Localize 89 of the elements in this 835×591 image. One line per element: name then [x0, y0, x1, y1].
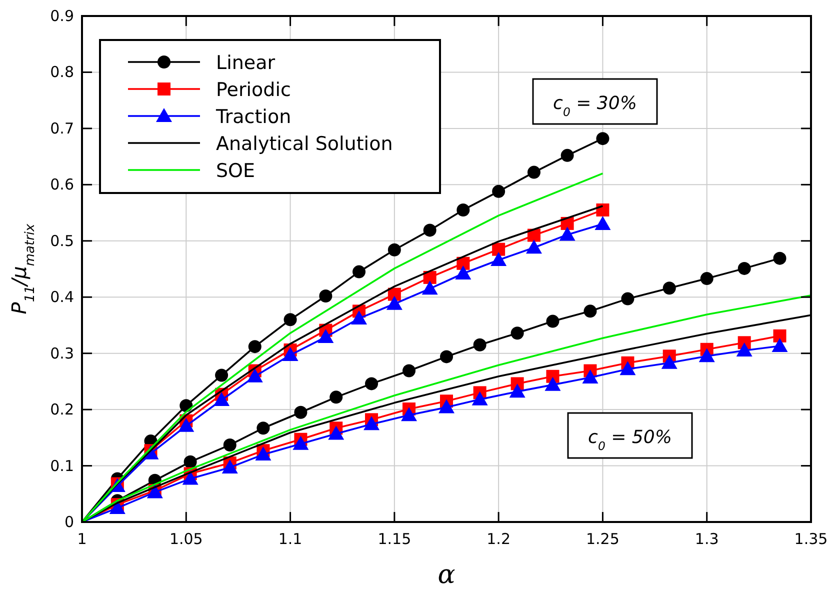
point: [422, 280, 438, 295]
point: [455, 266, 472, 280]
point: [109, 500, 126, 514]
point: [388, 243, 401, 256]
x-tick-label: 1.05: [169, 530, 203, 548]
point: [386, 296, 402, 310]
y-tick-label: 0.2: [50, 400, 74, 419]
point: [438, 399, 454, 414]
y-tick-label: 0.3: [50, 344, 74, 362]
y-tick-label: 0.5: [50, 232, 74, 250]
legend-label: Linear: [216, 52, 276, 74]
y-tick-label: 0.9: [50, 7, 74, 25]
point: [456, 203, 470, 216]
point: [698, 348, 715, 362]
y-tick-label: 0.4: [50, 288, 74, 306]
point: [510, 326, 524, 340]
x-tick-label: 1.35: [794, 530, 828, 548]
point: [214, 392, 230, 406]
point: [423, 224, 436, 237]
point: [472, 391, 488, 406]
point: [738, 262, 751, 275]
x-axis-title: α: [438, 560, 456, 590]
point: [596, 203, 610, 216]
point: [662, 282, 676, 295]
point: [319, 289, 332, 302]
point: [596, 132, 610, 146]
point: [736, 342, 752, 357]
point: [222, 459, 238, 474]
annotation: c$_{0}$ = 50%: [588, 427, 672, 453]
point: [256, 422, 270, 435]
point: [365, 377, 378, 390]
point: [772, 338, 788, 352]
y-tick-label: 0.6: [50, 176, 74, 194]
point: [328, 426, 344, 440]
point: [294, 406, 308, 419]
point: [223, 438, 236, 452]
point: [773, 329, 786, 342]
point: [330, 390, 343, 404]
point: [560, 148, 574, 162]
annotation: c$_{0}$ = 30%: [553, 93, 637, 119]
point: [492, 242, 506, 256]
legend-label: Analytical Solution: [216, 133, 393, 155]
y-tick-label: 0.7: [50, 119, 74, 138]
point: [364, 416, 380, 430]
y-tick-label: 0.8: [50, 63, 74, 82]
point: [246, 368, 263, 382]
point: [661, 354, 678, 369]
point: [440, 350, 453, 364]
point: [473, 338, 486, 352]
point: [509, 384, 526, 398]
point: [401, 407, 418, 422]
point: [215, 368, 228, 382]
point: [773, 252, 786, 265]
point: [621, 292, 634, 306]
point: [527, 166, 540, 179]
point: [255, 446, 272, 461]
legend-label: Periodic: [216, 79, 291, 101]
x-tick-label: 1: [77, 530, 87, 548]
point: [318, 329, 334, 344]
point: [352, 265, 366, 278]
point: [584, 304, 597, 318]
point: [700, 272, 714, 286]
point: [182, 470, 198, 485]
point: [546, 314, 560, 328]
point: [492, 184, 506, 198]
point: [178, 418, 194, 432]
point: [402, 364, 416, 378]
point: [248, 340, 262, 354]
y-tick-label: 0.1: [50, 456, 74, 475]
y-tick-label: 0: [64, 513, 74, 531]
point: [490, 252, 507, 266]
point: [559, 226, 576, 241]
x-tick-label: 1.1: [278, 530, 302, 548]
point: [292, 436, 309, 450]
point: [594, 216, 611, 230]
point: [351, 310, 368, 324]
x-tick-label: 1.3: [694, 530, 719, 548]
point: [526, 240, 542, 254]
legend-label: Traction: [215, 106, 292, 128]
point: [582, 370, 598, 384]
point: [284, 313, 297, 326]
point: [544, 376, 561, 391]
point: [620, 361, 636, 376]
legend-label: SOE: [216, 160, 256, 182]
x-tick-label: 1.2: [486, 530, 510, 548]
x-tick-label: 1.25: [586, 530, 620, 548]
x-tick-label: 1.15: [378, 530, 412, 548]
point: [184, 455, 197, 468]
point: [282, 347, 298, 362]
